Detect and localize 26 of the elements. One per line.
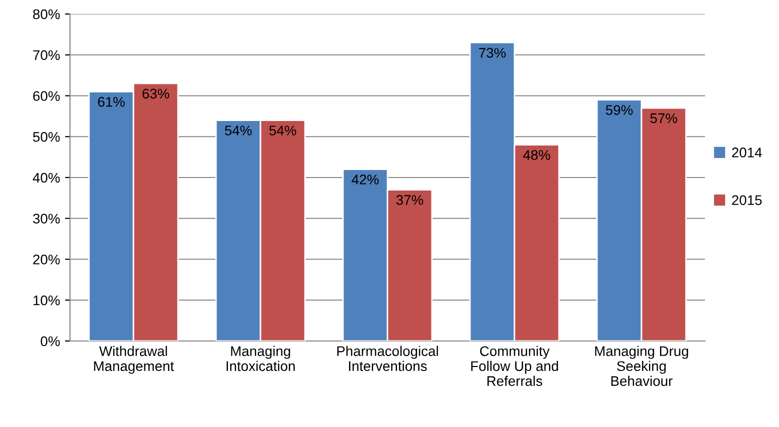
x-tick-label: Withdrawal Management (94, 346, 174, 374)
data-label: 73% (479, 48, 506, 58)
legend-label: 2015 (732, 195, 762, 206)
data-label: 37% (396, 195, 424, 205)
data-label: 54% (224, 126, 252, 136)
y-tick-label: 10% (34, 295, 60, 306)
data-label: 57% (650, 113, 678, 124)
data-label: 54% (269, 126, 296, 136)
legend-label: 2014 (732, 148, 762, 158)
y-tick-label: 0% (40, 336, 60, 346)
data-label: 42% (352, 174, 379, 184)
y-tick-label: 50% (33, 132, 60, 142)
x-tick-label: Community Follow Up and Referrals (471, 346, 558, 386)
data-label: 63% (142, 88, 170, 99)
y-tick-label: 20% (33, 254, 60, 264)
x-tick-label: Pharmacological Interventions (337, 346, 438, 372)
y-tick-label: 30% (33, 214, 60, 224)
y-tick-label: 40% (32, 172, 60, 183)
y-tick-label: 70% (33, 50, 60, 60)
x-tick-label: Managing Drug Seeking Behaviour (595, 346, 688, 386)
x-tick-label: Managing Intoxication (226, 346, 295, 372)
data-label: 61% (98, 96, 125, 107)
data-label: 48% (523, 150, 550, 160)
y-tick-label: 80% (33, 9, 60, 20)
y-tick-label: 60% (33, 91, 60, 101)
data-label: 59% (606, 105, 633, 115)
